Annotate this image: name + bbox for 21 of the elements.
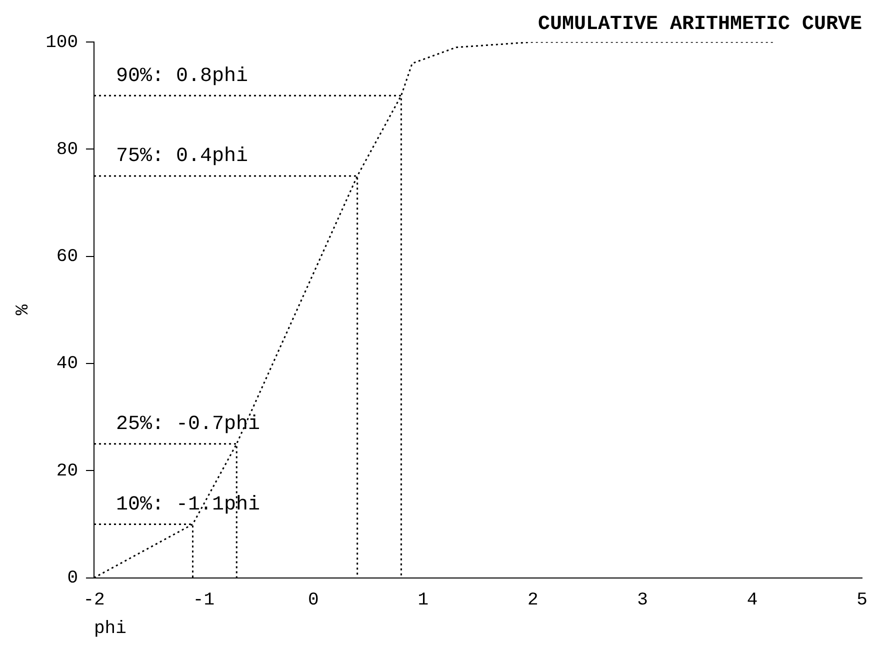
x-tick-label: 0 bbox=[308, 590, 319, 610]
x-tick-label: 5 bbox=[856, 590, 868, 610]
x-tick-label: 2 bbox=[527, 590, 538, 610]
y-tick-label: 40 bbox=[56, 354, 78, 374]
y-tick-label: 0 bbox=[67, 568, 78, 589]
x-tick-label: 4 bbox=[746, 590, 758, 610]
y-tick-label: 20 bbox=[56, 461, 78, 482]
annotation: 90%: 0.8phi bbox=[116, 64, 248, 88]
annotation: 10%: -1.1phi bbox=[116, 494, 260, 517]
annotation: 25%: -0.7phi bbox=[116, 413, 260, 436]
annotation: 75%: 0.4phi bbox=[116, 145, 248, 168]
y-tick-label: 60 bbox=[56, 247, 78, 268]
x-tick-label: 1 bbox=[418, 590, 429, 610]
y-axis-title: % bbox=[14, 304, 34, 316]
y-tick-label: 100 bbox=[46, 32, 78, 53]
x-tick-label: 3 bbox=[637, 590, 648, 610]
y-tick-label: 80 bbox=[56, 140, 78, 160]
chart-title: CUMULATIVE ARITHMETIC CURVE bbox=[538, 13, 862, 36]
x-tick-label: -1 bbox=[192, 590, 215, 610]
x-axis-title: phi bbox=[94, 618, 126, 639]
x-tick-label: -2 bbox=[83, 590, 105, 610]
